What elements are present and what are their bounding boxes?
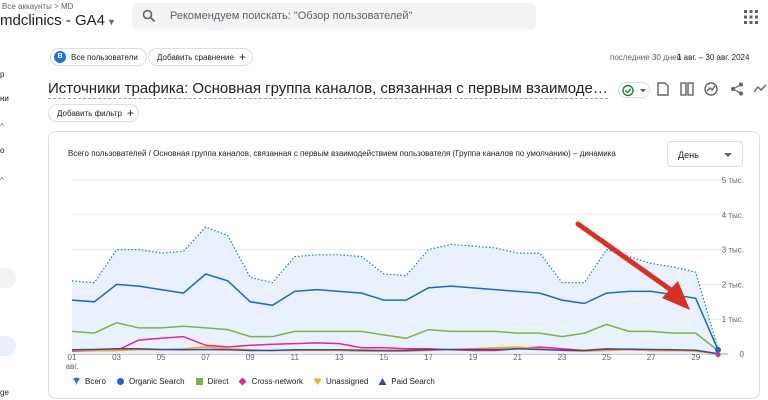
search-placeholder: Рекомендуем поискать: "Обзор пользовател… [170, 10, 413, 22]
legend-marker-icon [116, 378, 124, 385]
y-tick-label: 3 тыс. [722, 246, 744, 255]
legend-item[interactable]: Direct [195, 377, 229, 386]
left-sidebar: р ни ^ о ^ ge [0, 36, 22, 400]
segment-label: Все пользователи [71, 52, 138, 62]
date-range[interactable]: 1 авг. – 30 авг. 2024 [677, 53, 750, 62]
x-tick-label: 29 [691, 353, 700, 362]
legend-label: Всего [85, 377, 106, 386]
series-line-paid-search[interactable] [71, 348, 719, 355]
legend-label: Unassigned [326, 377, 369, 386]
legend-item[interactable]: Paid Search [378, 377, 435, 386]
add-comparison-button[interactable]: Добавить сравнение + [148, 48, 253, 66]
chevron-up-icon[interactable]: ^ [0, 176, 4, 185]
x-tick-label: 05 [157, 353, 166, 362]
search-icon [142, 9, 156, 23]
y-tick-label: 0 [740, 350, 745, 359]
plus-icon: + [238, 50, 246, 64]
property-selector[interactable]: mdclinics - GA4 ▼ [0, 12, 116, 29]
property-name: mdclinics - GA4 [0, 12, 106, 29]
caret-down-icon: ▼ [107, 17, 116, 27]
check-circle-icon [622, 84, 646, 97]
insights-icon[interactable] [704, 82, 718, 96]
add-filter-label: Добавить фильтр [57, 108, 122, 118]
data-point[interactable] [715, 352, 721, 358]
x-tick-label: 01 [68, 353, 77, 362]
sidebar-fragment[interactable]: р [0, 70, 5, 79]
segment-badge: В [54, 51, 66, 63]
trend-icon[interactable] [753, 82, 767, 96]
sidebar-item-active[interactable] [0, 336, 16, 356]
apps-grid-icon[interactable] [744, 10, 758, 24]
legend-label: Direct [207, 377, 229, 386]
plus-icon: + [126, 106, 134, 120]
y-tick-label: 2 тыс. [722, 280, 744, 289]
chevron-down-icon [724, 153, 732, 157]
chart-title: Всего пользователей / Основная группа ка… [68, 149, 616, 158]
x-tick-label: 15 [379, 353, 388, 362]
sidebar-fragment[interactable]: ge [0, 388, 9, 397]
granularity-value: День [678, 150, 699, 160]
compare-columns-icon[interactable] [680, 82, 694, 96]
legend-item[interactable]: Cross-network [238, 377, 303, 386]
breadcrumb[interactable]: Все аккаунты > MD [2, 2, 74, 11]
y-tick-label: 4 тыс. [722, 211, 744, 220]
series-line-total[interactable] [71, 226, 719, 349]
legend-marker-icon [73, 377, 80, 386]
chart-legend: Всего Organic Search Direct Cross-network Un… [72, 377, 435, 386]
x-tick-label: 07 [201, 353, 210, 362]
segment-chip-all-users[interactable]: В Все пользователи [50, 48, 147, 66]
sidebar-fragment[interactable]: ни [0, 94, 9, 103]
sidebar-item-selected[interactable] [0, 268, 16, 288]
series-line-direct[interactable] [71, 321, 719, 352]
annotation-arrow-shaft [575, 221, 681, 298]
legend-label: Cross-network [251, 377, 304, 386]
data-point[interactable] [715, 346, 721, 353]
top-bar: Все аккаунты > MD mdclinics - GA4 ▼ Реком… [0, 0, 768, 36]
legend-marker-icon [195, 378, 203, 385]
x-tick-label: 03 [112, 353, 121, 362]
legend-label: Paid Search [391, 377, 435, 386]
date-preset-label[interactable]: последние 30 дней [610, 53, 682, 62]
legend-marker-icon [378, 378, 387, 385]
legend-marker-icon [238, 377, 247, 386]
y-tick-label: 5 тыс. [722, 176, 744, 185]
search-box[interactable]: Рекомендуем поискать: "Обзор пользовател… [132, 3, 536, 30]
share-report-icon[interactable] [656, 82, 670, 96]
sidebar-fragment[interactable]: о [0, 146, 5, 155]
share-icon[interactable] [730, 82, 744, 96]
x-tick-label: 09 [246, 353, 255, 362]
x-tick-label: 23 [558, 353, 567, 362]
series-line-organic-search[interactable] [71, 273, 719, 351]
x-tick-label: 27 [647, 353, 656, 362]
status-dropdown[interactable] [618, 82, 650, 98]
x-tick-label: 21 [513, 353, 522, 362]
page-title[interactable]: Источники трафика: Основная группа канал… [48, 80, 608, 99]
x-tick-label: 17 [424, 353, 433, 362]
legend-item[interactable]: Unassigned [313, 377, 368, 386]
x-tick-label: 19 [469, 353, 478, 362]
x-tick-label: авг. [66, 362, 79, 371]
y-tick-label: 1 тыс. [722, 315, 744, 324]
legend-marker-icon [313, 378, 322, 385]
annotation-arrow-head [662, 281, 690, 310]
x-tick-label: 25 [602, 353, 611, 362]
x-tick-label: 11 [291, 353, 300, 362]
x-tick-label: 13 [335, 353, 344, 362]
granularity-dropdown[interactable]: День [667, 141, 743, 167]
series-area-total [72, 227, 718, 354]
add-comparison-label: Добавить сравнение [157, 52, 234, 62]
chevron-up-icon[interactable]: ^ [0, 122, 4, 131]
legend-item[interactable]: Всего [72, 377, 106, 386]
add-filter-button[interactable]: Добавить фильтр + [48, 104, 139, 122]
legend-label: Organic Search [128, 377, 185, 386]
legend-item[interactable]: Organic Search [116, 377, 185, 386]
